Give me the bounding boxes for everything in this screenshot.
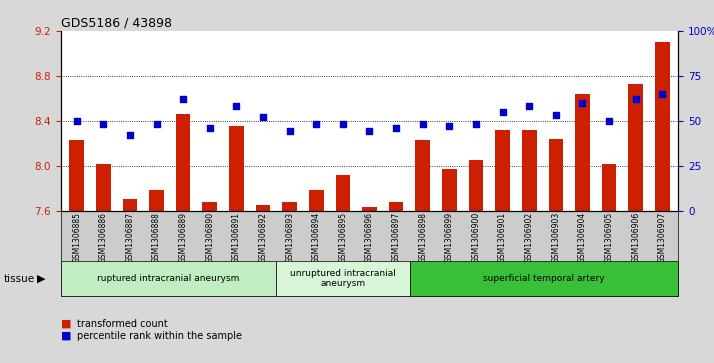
Point <box>363 129 375 134</box>
Point <box>471 121 482 127</box>
Bar <box>496 130 510 211</box>
Bar <box>655 42 670 211</box>
Point <box>231 103 242 109</box>
Point <box>443 123 455 129</box>
Bar <box>309 190 323 211</box>
Bar <box>548 139 563 211</box>
Bar <box>628 83 643 211</box>
Bar <box>362 207 377 211</box>
Point <box>391 125 402 131</box>
Bar <box>522 130 536 211</box>
Bar <box>149 190 164 211</box>
Point <box>284 129 296 134</box>
Bar <box>468 160 483 211</box>
Point <box>98 121 109 127</box>
Point <box>71 118 82 124</box>
Point <box>178 96 189 102</box>
Text: GDS5186 / 43898: GDS5186 / 43898 <box>61 16 171 29</box>
Text: unruptured intracranial
aneurysm: unruptured intracranial aneurysm <box>290 269 396 288</box>
Point <box>257 114 268 120</box>
Bar <box>442 169 457 211</box>
Bar <box>602 164 616 211</box>
Bar <box>69 140 84 211</box>
Bar <box>229 126 243 211</box>
Bar <box>282 201 297 211</box>
Point <box>337 121 348 127</box>
Bar <box>336 175 350 211</box>
Bar <box>416 140 430 211</box>
Bar <box>203 201 217 211</box>
Point <box>657 91 668 97</box>
Text: percentile rank within the sample: percentile rank within the sample <box>77 331 242 341</box>
Text: superficial temporal artery: superficial temporal artery <box>483 274 605 283</box>
Point <box>497 109 508 115</box>
Point <box>124 132 136 138</box>
Text: tissue: tissue <box>4 274 35 284</box>
Point <box>417 121 428 127</box>
Bar <box>575 94 590 211</box>
Text: ruptured intracranial aneurysm: ruptured intracranial aneurysm <box>97 274 239 283</box>
Bar <box>176 114 191 211</box>
Point <box>630 96 641 102</box>
Text: ▶: ▶ <box>37 274 46 284</box>
Point <box>603 118 615 124</box>
Point <box>550 113 561 118</box>
Bar <box>256 205 271 211</box>
Point <box>311 121 322 127</box>
Bar <box>123 199 137 211</box>
Point <box>577 100 588 106</box>
Bar <box>96 164 111 211</box>
Text: ■: ■ <box>61 319 71 329</box>
Text: transformed count: transformed count <box>77 319 168 329</box>
Bar <box>389 201 403 211</box>
Point <box>204 125 216 131</box>
Point <box>151 121 162 127</box>
Point <box>523 103 535 109</box>
Text: ■: ■ <box>61 331 71 341</box>
